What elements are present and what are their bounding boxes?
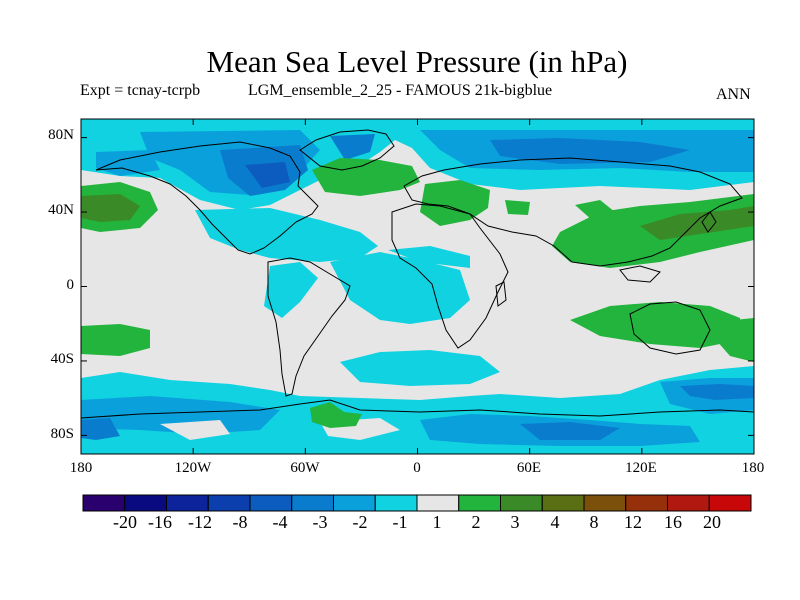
lat-tick-label: 40S — [50, 351, 74, 367]
colorbar-swatch — [541, 494, 585, 512]
field-high-5 — [81, 194, 140, 222]
colorbar-swatch — [625, 494, 668, 512]
colorbar-label: 2 — [471, 512, 481, 532]
lon-tick-label: 120E — [625, 460, 657, 476]
colorbar-label: -3 — [312, 512, 328, 532]
field-high-3 — [505, 200, 530, 215]
field-low-10 — [264, 262, 318, 318]
field-high-9 — [81, 324, 150, 356]
colorbar-swatch — [374, 494, 418, 512]
coastlines — [81, 129, 754, 419]
coast-eurasia — [403, 157, 743, 267]
colorbar-label: -16 — [148, 512, 172, 532]
colorbar-swatch — [124, 494, 167, 512]
colorbar-label: 16 — [664, 512, 682, 532]
coast-antarctica — [81, 399, 754, 419]
colorbar-swatch — [667, 494, 710, 512]
colorbar — [82, 494, 752, 512]
field-high-11 — [714, 318, 754, 362]
run-label: LGM_ensemble_2_25 - FAMOUS 21k-bigblue — [248, 82, 553, 99]
colorbar-label: 20 — [703, 512, 721, 532]
lon-tick-label: 120W — [174, 460, 212, 476]
experiment-label: Expt = tcnay-tcrpb — [80, 82, 201, 99]
season-label: ANN — [716, 86, 751, 103]
colorbar-swatch — [416, 494, 460, 512]
field-low-7 — [245, 162, 290, 188]
lon-tick-label: 0 — [413, 460, 421, 476]
lon-tick-label: 60W — [290, 460, 320, 476]
colorbar-label: 8 — [589, 512, 599, 532]
lat-tick-label: 80S — [50, 426, 74, 442]
colorbar-label: -1 — [392, 512, 408, 532]
colorbar-swatch — [333, 494, 376, 512]
coast-madagascar — [495, 281, 507, 307]
field-low-15 — [81, 396, 280, 434]
colorbar-label: -2 — [352, 512, 368, 532]
colorbar-swatch — [249, 494, 293, 512]
field-low-5 — [330, 134, 375, 160]
field-low-11 — [330, 252, 470, 324]
colorbar-swatch — [458, 494, 501, 512]
colorbar-swatch — [166, 494, 209, 512]
field-low-20 — [81, 418, 120, 440]
field-low-19 — [520, 422, 620, 440]
field-high-12 — [310, 402, 362, 428]
field-low-6 — [490, 138, 690, 164]
field-high-7 — [640, 206, 754, 240]
colorbar-swatch — [291, 494, 334, 512]
colorbar-swatch — [207, 494, 251, 512]
lat-tick-label: 0 — [66, 277, 75, 293]
colorbar-swatch — [82, 494, 126, 512]
colorbar-label: -12 — [188, 512, 212, 532]
coast-north-america — [95, 141, 319, 255]
colorbar-label: -8 — [232, 512, 248, 532]
coast-maritime-continent — [619, 265, 661, 283]
lon-tick-label: 180 — [741, 460, 765, 476]
field-high-1 — [312, 158, 420, 196]
field-low-12 — [340, 350, 500, 386]
field-low-9 — [195, 208, 378, 262]
coast-australia — [629, 301, 711, 355]
field-low-8 — [96, 150, 160, 176]
plot-title: Mean Sea Level Pressure (in hPa) — [206, 44, 628, 79]
lon-tick-label: 60E — [516, 460, 542, 476]
colorbar-label: -4 — [272, 512, 288, 532]
lon-tick-label: 180 — [69, 460, 93, 476]
coast-japan — [701, 211, 717, 233]
field-high-10 — [570, 302, 740, 348]
lat-tick-label: 80N — [48, 127, 74, 143]
field-neutral-2 — [160, 420, 230, 440]
colorbar-label: 4 — [550, 512, 560, 532]
coast-south-america — [267, 257, 351, 397]
field-low-13 — [388, 246, 470, 268]
colorbar-label: -20 — [113, 512, 137, 532]
coast-greenland — [299, 129, 395, 171]
colorbar-swatch — [708, 494, 752, 512]
colorbar-label: 12 — [624, 512, 642, 532]
colorbar-swatch — [500, 494, 543, 512]
field-high-2 — [420, 180, 490, 226]
field-high-8 — [575, 200, 615, 220]
lat-tick-label: 40N — [48, 202, 74, 218]
colorbar-swatch — [583, 494, 627, 512]
colorbar-label: 3 — [510, 512, 520, 532]
colorbar-label: 1 — [432, 512, 442, 532]
map-field — [81, 119, 754, 454]
field-low-18 — [680, 384, 754, 400]
